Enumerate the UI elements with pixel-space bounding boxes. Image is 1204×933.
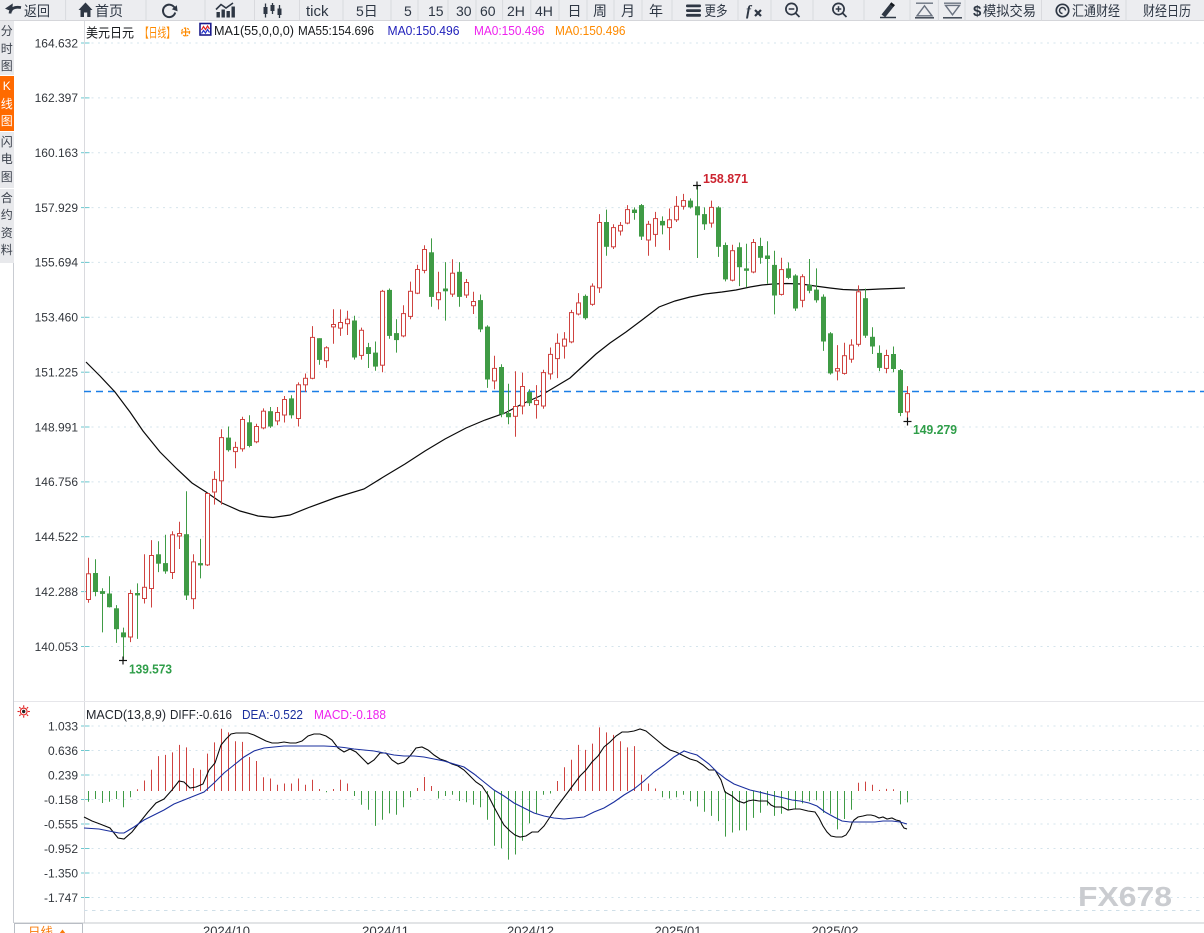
svg-text:0.636: 0.636 <box>48 744 78 758</box>
svg-text:f: f <box>746 4 753 20</box>
svg-text:60: 60 <box>480 3 496 19</box>
svg-text:MA55:154.696: MA55:154.696 <box>298 24 374 38</box>
svg-text:tick: tick <box>306 3 329 20</box>
svg-text:$: $ <box>973 3 982 20</box>
svg-text:周: 周 <box>593 3 607 19</box>
svg-text:【日线】: 【日线】 <box>140 26 175 41</box>
svg-text:-0.952: -0.952 <box>44 842 78 856</box>
svg-text:MA1(55,0,0,0): MA1(55,0,0,0) <box>214 24 294 38</box>
svg-text:2024/10: 2024/10 <box>203 925 250 933</box>
svg-text:2H: 2H <box>507 3 525 19</box>
svg-text:5日: 5日 <box>356 3 378 19</box>
svg-text:年: 年 <box>649 3 663 19</box>
svg-text:MACD:-0.188: MACD:-0.188 <box>314 707 386 722</box>
svg-text:1.033: 1.033 <box>48 719 78 733</box>
svg-text:日: 日 <box>568 3 582 19</box>
svg-text:30: 30 <box>456 3 472 19</box>
svg-text:更多: 更多 <box>705 3 728 19</box>
svg-text:144.522: 144.522 <box>35 530 79 544</box>
svg-text:MA0:150.496: MA0:150.496 <box>555 24 626 38</box>
svg-text:160.163: 160.163 <box>35 146 79 160</box>
svg-text:美元日元: 美元日元 <box>86 26 134 41</box>
svg-text:157.929: 157.929 <box>35 201 79 215</box>
svg-text:148.991: 148.991 <box>35 420 79 434</box>
svg-text:FX678: FX678 <box>1078 881 1172 912</box>
svg-text:汇通财经: 汇通财经 <box>1072 3 1120 19</box>
svg-text:15: 15 <box>428 3 444 19</box>
svg-text:-1.350: -1.350 <box>44 866 78 880</box>
svg-text:DEA:-0.522: DEA:-0.522 <box>242 707 303 722</box>
svg-text:2024/12: 2024/12 <box>507 925 554 933</box>
svg-text:月: 月 <box>621 3 635 19</box>
svg-text:5: 5 <box>404 3 412 19</box>
svg-text:日线: 日线 <box>28 926 53 933</box>
svg-text:财经日历: 财经日历 <box>1143 3 1191 19</box>
svg-text:0.239: 0.239 <box>48 768 78 782</box>
svg-text:162.397: 162.397 <box>35 91 79 105</box>
svg-text:MA0:150.496: MA0:150.496 <box>474 24 545 38</box>
svg-text:164.632: 164.632 <box>35 36 79 50</box>
svg-text:-0.555: -0.555 <box>44 817 78 831</box>
svg-text:DIFF:-0.616: DIFF:-0.616 <box>170 707 232 722</box>
svg-text:149.279: 149.279 <box>913 423 957 437</box>
svg-text:2024/11: 2024/11 <box>362 925 409 933</box>
svg-text:-0.158: -0.158 <box>44 793 78 807</box>
svg-text:146.756: 146.756 <box>35 475 79 489</box>
svg-text:151.225: 151.225 <box>35 366 79 380</box>
svg-text:153.460: 153.460 <box>35 311 79 325</box>
svg-text:-1.747: -1.747 <box>44 891 78 905</box>
svg-text:模拟交易: 模拟交易 <box>983 3 1036 19</box>
svg-text:140.053: 140.053 <box>35 640 79 654</box>
svg-text:4H: 4H <box>535 3 553 19</box>
svg-text:2025/02: 2025/02 <box>812 925 859 933</box>
svg-text:首页: 首页 <box>95 3 123 19</box>
svg-text:158.871: 158.871 <box>703 172 748 186</box>
svg-text:139.573: 139.573 <box>129 663 172 677</box>
svg-text:MA0:150.496: MA0:150.496 <box>388 24 460 38</box>
svg-text:2025/01: 2025/01 <box>655 925 702 933</box>
svg-text:返回: 返回 <box>24 3 50 19</box>
svg-text:MACD(13,8,9): MACD(13,8,9) <box>86 707 166 722</box>
svg-text:155.694: 155.694 <box>35 256 79 270</box>
svg-text:142.288: 142.288 <box>35 585 79 599</box>
